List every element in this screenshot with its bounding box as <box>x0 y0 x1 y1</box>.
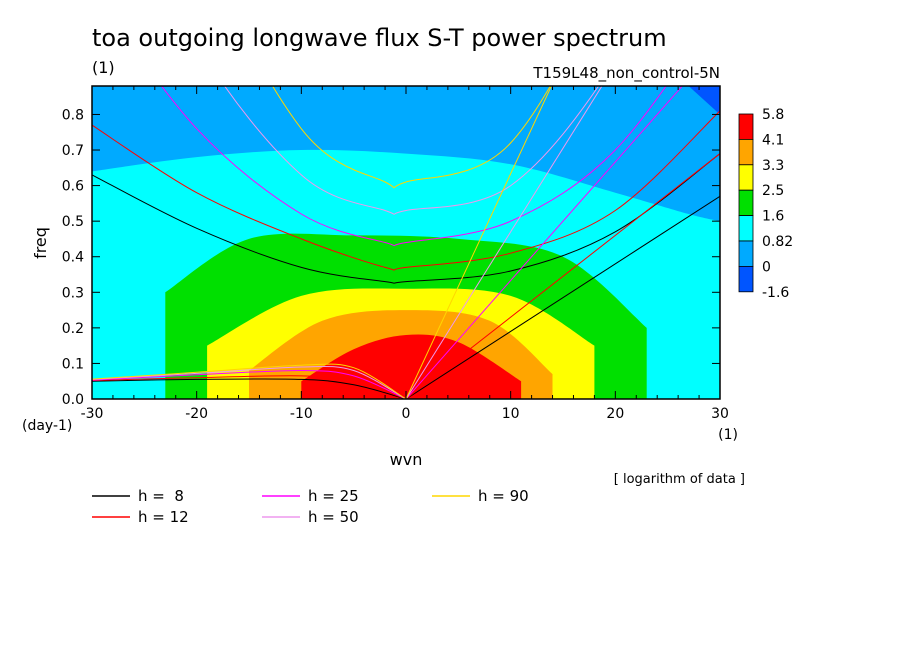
colorbar-swatch <box>738 164 754 191</box>
colorbar-swatch <box>738 113 754 140</box>
chart-subtitle-left: (1) <box>92 58 115 77</box>
colorbar-label: 0 <box>762 259 771 275</box>
ig-curve-h50 <box>224 86 600 215</box>
colorbar-label: 1.6 <box>762 209 784 225</box>
colorbar: 5.8 4.1 3.3 2.5 1.6 0.82 0 -1.6 <box>738 107 793 301</box>
colorbar-swatch <box>738 189 754 216</box>
dispersion-curves <box>92 86 720 399</box>
kelvin-line-h12 <box>405 153 720 399</box>
y-tick-label: 0.0 <box>62 392 84 408</box>
colorbar-label: 0.82 <box>762 234 793 250</box>
chart-subtitle-right: T159L48_non_control-5N <box>532 64 720 83</box>
x-tick-label: -10 <box>290 406 313 422</box>
x-axis-unit: (1) <box>718 427 738 443</box>
ig-curve-h25 <box>160 86 667 247</box>
colorbar-swatch <box>738 240 754 267</box>
y-axis-unit: (day-1) <box>22 418 72 434</box>
y-tick-label: 0.5 <box>62 214 84 230</box>
er-curve-h8 <box>92 378 407 399</box>
ig-curve-h8 <box>92 153 720 284</box>
legend-label: h = 50 <box>308 508 359 526</box>
y-tick-label: 0.8 <box>62 107 84 123</box>
y-tick-label: 0.4 <box>62 250 84 266</box>
legend: h = 8 h = 12 h = 25 h = 50 h = 90 <box>92 487 529 526</box>
er-curve-h90 <box>92 363 407 399</box>
er-curve-h12 <box>92 375 407 399</box>
x-tick-label: 0 <box>402 406 411 422</box>
y-axis-label: freq <box>31 227 50 259</box>
colorbar-label: -1.6 <box>762 285 789 301</box>
colorbar-swatch <box>738 265 754 293</box>
y-tick-label: 0.6 <box>62 179 84 195</box>
kelvin-line-h25 <box>405 86 683 399</box>
kelvin-line-h50 <box>405 86 603 399</box>
legend-label: h = 12 <box>138 508 189 526</box>
colorbar-swatch <box>738 138 754 166</box>
legend-label: h = 90 <box>478 487 529 505</box>
y-tick-label: 0.2 <box>62 321 84 337</box>
colorbar-label: 5.8 <box>762 107 784 123</box>
colorbar-label: 2.5 <box>762 183 784 199</box>
kelvin-line-h8 <box>405 195 720 399</box>
y-tick-label: 0.3 <box>62 285 84 301</box>
legend-label: h = 8 <box>138 487 184 505</box>
y-tick-label: 0.7 <box>62 143 84 159</box>
y-axis: 0.0 0.1 0.2 0.3 0.4 0.5 0.6 0.7 0.8 <box>62 107 720 408</box>
x-axis-label: wvn <box>390 450 423 469</box>
chart-title: toa outgoing longwave flux S-T power spe… <box>92 24 667 52</box>
x-axis: -30 -20 -10 0 10 20 30 <box>81 86 729 422</box>
ig-curve-h12 <box>92 110 720 271</box>
band-negative <box>688 86 720 115</box>
plot-area <box>92 86 720 399</box>
colorbar-swatch <box>738 215 754 242</box>
x-tick-label: 30 <box>711 406 729 422</box>
band-5 <box>301 334 522 399</box>
x-tick-label: -20 <box>185 406 208 422</box>
er-curve-h25 <box>92 369 407 399</box>
x-tick-label: 20 <box>606 406 624 422</box>
colorbar-label: 3.3 <box>762 158 784 174</box>
x-tick-label: -30 <box>81 406 104 422</box>
x-tick-label: 10 <box>502 406 520 422</box>
ig-curve-h90 <box>272 86 551 189</box>
colorbar-label: 4.1 <box>762 132 784 148</box>
data-note: [ logarithm of data ] <box>614 472 745 487</box>
y-tick-label: 0.1 <box>62 356 84 372</box>
kelvin-line-h90 <box>405 86 552 399</box>
er-curve-h50 <box>92 365 407 399</box>
legend-label: h = 25 <box>308 487 359 505</box>
